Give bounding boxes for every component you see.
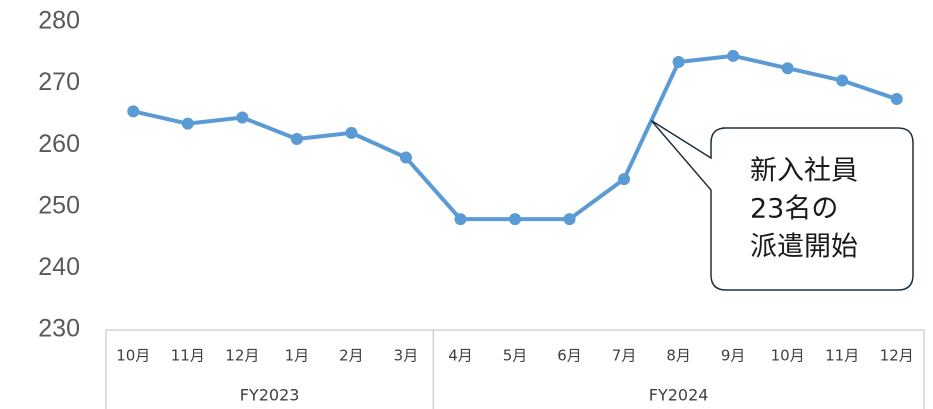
x-tick-label: 12月 [880,347,914,365]
x-tick-label: 9月 [721,347,746,365]
point [727,49,740,62]
point [672,56,685,69]
x-tick-label: 2月 [339,347,364,365]
point [290,133,303,146]
x-tick-label: 7月 [612,347,637,365]
group-label: FY2023 [240,386,300,405]
callout-text: 新入社員 [750,156,858,187]
x-tick-label: 11月 [825,347,859,365]
point [618,173,631,186]
x-tick-label: 11月 [171,347,205,365]
y-tick-label: 280 [38,7,80,35]
point [563,213,576,226]
point [890,93,903,105]
callout-text: 23名の [750,194,838,225]
y-tick-label: 250 [38,191,80,219]
point [127,105,140,118]
point [509,213,521,226]
y-tick-label: 270 [38,68,80,96]
x-tick-label: 5月 [503,347,528,365]
callout [650,119,914,291]
y-tick-label: 240 [38,253,80,281]
y-tick-label: 230 [38,315,80,343]
point [781,62,794,75]
x-tick-label: 3月 [394,347,419,365]
x-tick-label: 12月 [225,347,259,365]
y-tick-label: 260 [38,130,80,158]
point [454,213,467,226]
point [836,74,849,87]
point [181,117,194,130]
x-tick-label: 6月 [557,347,582,365]
group-label: FY2024 [649,386,709,405]
x-tick-label: 1月 [285,347,310,365]
x-tick-label: 8月 [666,347,691,365]
x-tick-label: 10月 [116,347,150,365]
point [345,126,358,139]
point [236,111,249,124]
x-tick-label: 4月 [448,347,473,365]
callout-text: 派遣開始 [750,232,858,263]
point [399,151,412,164]
x-tick-label: 10月 [771,347,805,365]
